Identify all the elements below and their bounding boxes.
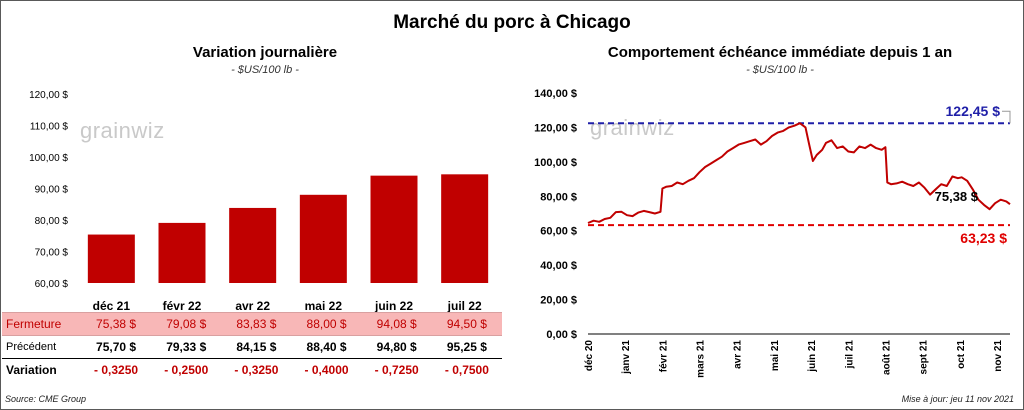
y-tick-label: 90,00 $ — [35, 185, 69, 196]
page-title: Marché du porc à Chicago — [393, 12, 631, 33]
y-tick-label: 40,00 $ — [540, 260, 577, 272]
table-cell: 79,08 $ — [151, 312, 222, 336]
y-tick-label: 120,00 $ — [29, 90, 68, 101]
table-cell: 75,70 $ — [96, 340, 137, 354]
x-tick-label: juin 22 — [374, 299, 413, 313]
price-table: Fermeture 75,38 $ 79,08 $ 83,83 $ 88,00 … — [2, 312, 502, 381]
update-note: Mise à jour: jeu 11 nov 2021 — [901, 394, 1014, 404]
line-chart: 140,00 $ 120,00 $ 100,00 $ 80,00 $ 60,00 $ 40… — [534, 88, 1011, 378]
table-row-close: Fermeture 75,38 $ 79,08 $ 83,83 $ 88,00 … — [2, 312, 502, 336]
x-tick-label: mars 21 — [696, 340, 707, 378]
y-tick-label: 80,00 $ — [35, 216, 69, 227]
watermark-right: grainwiz — [590, 115, 675, 140]
x-tick-label: juil 22 — [447, 299, 482, 313]
last-value-label: 75,38 $ — [935, 189, 979, 204]
source-note: Source: CME Group — [5, 394, 87, 404]
y-tick-label: 70,00 $ — [35, 248, 69, 259]
y-tick-label: 80,00 $ — [540, 191, 577, 203]
table-cell: - 0,2500 — [151, 358, 222, 381]
y-tick-label: 60,00 $ — [35, 279, 69, 290]
x-tick-label: févr 22 — [163, 299, 202, 313]
bar — [441, 174, 489, 283]
x-tick-label: avr 22 — [235, 299, 270, 313]
table-cell: - 0,4000 — [291, 358, 362, 381]
table-cell: 84,15 $ — [236, 340, 277, 354]
table-cell: - 0,3250 — [81, 358, 152, 381]
x-tick-label: déc 20 — [584, 340, 595, 372]
table-cell: 79,33 $ — [166, 340, 207, 354]
y-tick-label: 0,00 $ — [546, 329, 577, 341]
left-chart-header: Variation journalière - $US/100 lb - — [100, 44, 430, 76]
y-tick-label: 60,00 $ — [540, 226, 577, 238]
high-label-leader — [1002, 110, 1011, 124]
table-cell: 88,40 $ — [306, 340, 347, 354]
y-tick-label: 20,00 $ — [540, 295, 577, 307]
y-tick-label: 120,00 $ — [534, 122, 577, 134]
bar — [158, 222, 206, 283]
x-tick-label: oct 21 — [956, 340, 967, 369]
right-chart-header: Comportement échéance immédiate depuis 1… — [540, 44, 1020, 76]
x-tick-label: sept 21 — [919, 340, 930, 375]
x-tick-label: juil 21 — [844, 340, 855, 370]
watermark-left: grainwiz — [80, 118, 165, 143]
y-tick-label: 110,00 $ — [30, 122, 69, 133]
x-tick-label: mai 21 — [770, 340, 781, 372]
table-cell: 94,50 $ — [431, 312, 502, 336]
row-label: Précédent — [6, 341, 57, 353]
right-chart-title: Comportement échéance immédiate depuis 1… — [607, 44, 953, 61]
table-row-previous: Précédent 75,70 $ 79,33 $ 84,15 $ 88,40 … — [2, 336, 502, 359]
table-cell: 75,38 $ — [81, 312, 152, 336]
x-tick-label: févr 21 — [658, 340, 669, 373]
left-chart-title: Variation journalière — [192, 44, 338, 61]
row-label: Variation — [2, 358, 81, 381]
y-tick-label: 140,00 $ — [534, 88, 577, 100]
x-tick-label: nov 21 — [993, 340, 1004, 372]
x-tick-label: déc 21 — [93, 299, 131, 313]
table-cell: - 0,7500 — [431, 358, 502, 381]
price-series-line — [587, 122, 1011, 224]
bar — [229, 207, 277, 283]
table-cell: 88,00 $ — [291, 312, 362, 336]
row-label: Fermeture — [2, 312, 81, 336]
table-cell: - 0,7250 — [361, 358, 432, 381]
bar-chart: 120,00 $ 110,00 $ 100,00 $ 90,00 $ 80,00 $ 70… — [29, 90, 489, 313]
bar — [87, 234, 135, 283]
table-row-variation: Variation - 0,3250 - 0,2500 - 0,3250 - 0… — [2, 358, 502, 381]
left-chart-unit: - $US/100 lb - — [231, 64, 299, 76]
low-value-label: 63,23 $ — [960, 230, 1007, 246]
x-tick-label: janv 21 — [621, 340, 632, 375]
table-cell: 94,08 $ — [361, 312, 432, 336]
y-tick-label: 100,00 $ — [29, 153, 68, 164]
y-tick-label: 100,00 $ — [534, 157, 577, 169]
table-cell: 94,80 $ — [376, 340, 417, 354]
bar — [299, 194, 347, 283]
high-value-label: 122,45 $ — [946, 103, 1001, 119]
bar — [370, 175, 418, 283]
table-cell: 95,25 $ — [446, 340, 487, 354]
x-tick-label: avr 21 — [733, 340, 744, 369]
right-chart-unit: - $US/100 lb - — [746, 64, 814, 76]
table-cell: - 0,3250 — [221, 358, 292, 381]
x-tick-label: mai 22 — [305, 299, 343, 313]
x-tick-label: août 21 — [881, 340, 892, 375]
table-cell: 83,83 $ — [221, 312, 292, 336]
x-tick-label: juin 21 — [807, 340, 818, 373]
